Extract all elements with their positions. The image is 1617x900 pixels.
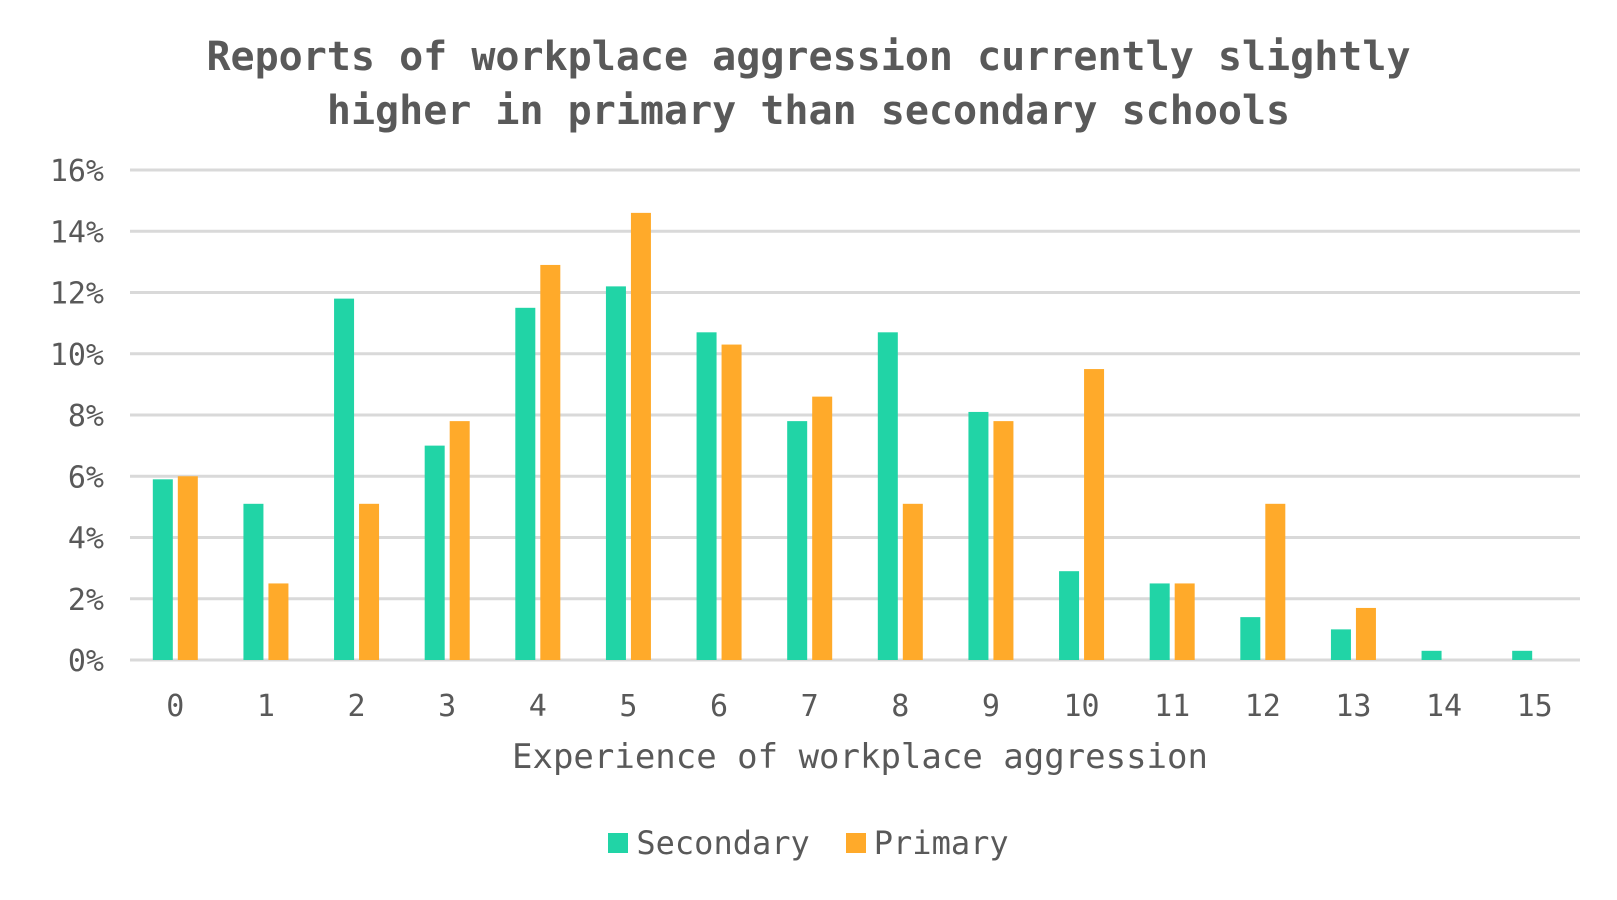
x-tick-label: 3 (438, 689, 456, 724)
legend-swatch-primary (845, 833, 866, 853)
bar-secondary-13 (1330, 629, 1351, 660)
x-axis-title: Experience of workplace aggression (512, 737, 1208, 777)
x-tick-label: 2 (348, 689, 366, 724)
bar-secondary-14 (1421, 650, 1442, 660)
y-tick-label: 14% (50, 215, 104, 250)
x-tick-label: 14 (1426, 689, 1462, 724)
x-tick-label: 15 (1517, 689, 1553, 724)
bar-primary-2 (359, 503, 380, 660)
y-tick-label: 6% (68, 460, 104, 495)
bar-primary-13 (1355, 607, 1376, 660)
bar-primary-9 (993, 421, 1014, 660)
x-tick-label: 9 (982, 689, 1000, 724)
x-tick-label: 1 (257, 689, 275, 724)
x-tick-label: 8 (891, 689, 909, 724)
bar-secondary-4 (515, 307, 536, 660)
y-tick-label: 16% (50, 154, 104, 189)
bar-secondary-10 (1059, 571, 1080, 660)
y-tick-label: 12% (50, 277, 104, 312)
bar-primary-6 (721, 344, 742, 660)
gridlines (130, 168, 1580, 662)
legend-label-secondary: Secondary (636, 824, 810, 862)
bar-primary-12 (1265, 503, 1286, 660)
bar-secondary-1 (243, 503, 264, 660)
x-tick-label: 4 (529, 689, 547, 724)
y-tick-label: 8% (68, 399, 104, 434)
x-tick-label: 12 (1245, 689, 1281, 724)
y-tick-label: 10% (50, 338, 104, 373)
legend-item-primary: Primary (845, 824, 1009, 862)
bar-primary-5 (630, 212, 651, 660)
y-tick-label: 0% (68, 644, 104, 679)
bar-primary-0 (177, 476, 198, 660)
bars (152, 212, 1533, 660)
bar-secondary-9 (968, 411, 989, 660)
legend-swatch-secondary (608, 833, 629, 853)
legend-item-secondary: Secondary (608, 824, 810, 862)
bar-secondary-2 (334, 298, 355, 660)
bar-secondary-15 (1512, 650, 1533, 660)
x-axis-tick-labels: 0 1 2 3 4 5 6 7 8 9 10 11 12 13 14 15 (166, 689, 1552, 724)
legend-label-primary: Primary (873, 824, 1009, 862)
x-tick-label: 11 (1154, 689, 1190, 724)
bar-secondary-3 (424, 445, 445, 660)
bar-primary-8 (902, 503, 923, 660)
chart-title: Reports of workplace aggression currentl… (0, 30, 1617, 138)
bar-primary-3 (449, 421, 470, 660)
bar-secondary-7 (787, 421, 808, 660)
y-axis-tick-labels: 0% 2% 4% 6% 8% 10% 12% 14% 16% (50, 154, 104, 679)
x-tick-label: 5 (619, 689, 637, 724)
bar-secondary-11 (1149, 583, 1170, 660)
legend: Secondary Primary (0, 824, 1617, 862)
bar-secondary-6 (696, 332, 717, 660)
bar-secondary-5 (605, 286, 626, 660)
x-tick-label: 10 (1064, 689, 1100, 724)
bar-secondary-12 (1240, 617, 1261, 660)
x-tick-label: 0 (166, 689, 184, 724)
bar-primary-7 (812, 396, 833, 660)
x-tick-label: 13 (1335, 689, 1371, 724)
x-tick-label: 7 (801, 689, 819, 724)
bar-primary-1 (268, 583, 289, 660)
bar-primary-10 (1084, 369, 1105, 660)
bar-primary-4 (540, 264, 561, 660)
y-tick-label: 2% (68, 583, 104, 618)
bar-primary-11 (1174, 583, 1195, 660)
bar-secondary-8 (877, 332, 898, 660)
bar-secondary-0 (152, 479, 173, 660)
y-tick-label: 4% (68, 522, 104, 557)
bar-chart: 0%2%4%6%8%10%12%14%16% 0 1 2 3 4 5 6 7 8 9 10 11 12 1… (50, 154, 1580, 777)
chart-title-line-2: higher in primary than secondary schools (326, 88, 1291, 134)
chart-title-line-1: Reports of workplace aggression currentl… (206, 34, 1411, 80)
x-tick-label: 6 (710, 689, 728, 724)
